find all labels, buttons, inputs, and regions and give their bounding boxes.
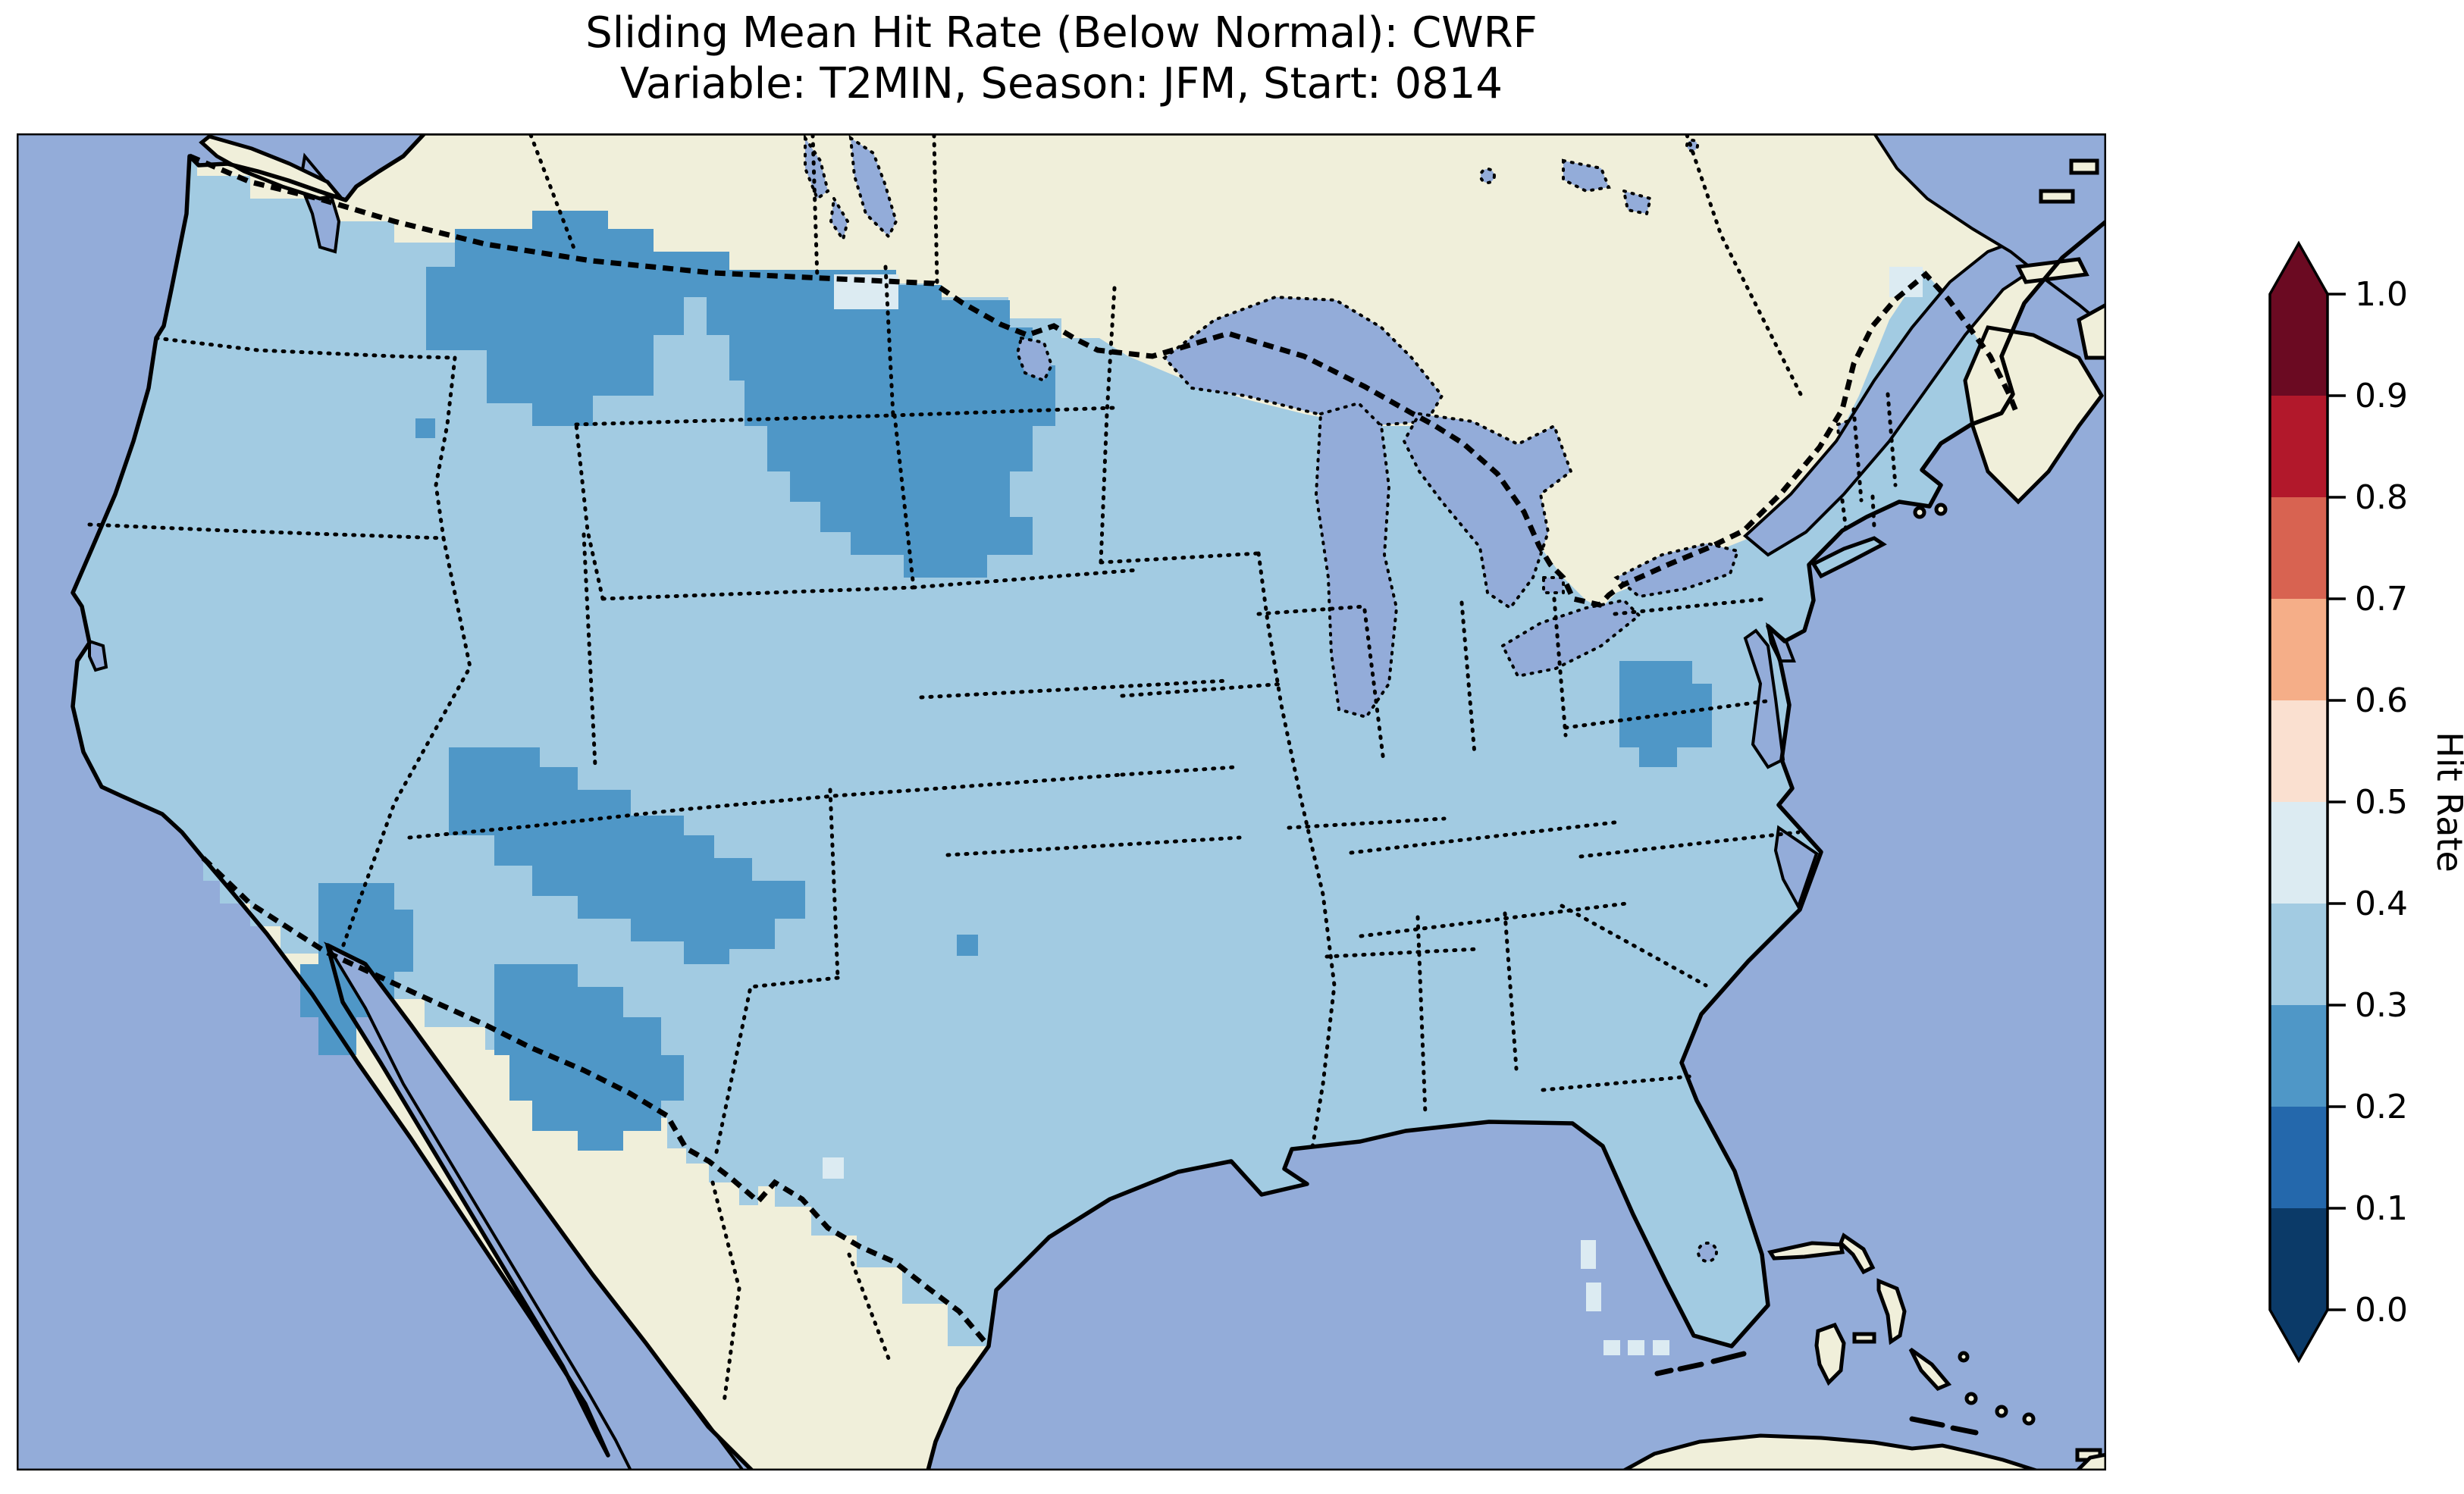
island-chains xyxy=(1654,1351,1979,1436)
colorbar-tick-labels: 1.0 0.9 0.8 0.7 0.6 0.5 0.4 0.3 0.2 0.1 … xyxy=(2355,275,2408,1330)
pale-cell-florida-coast-1 xyxy=(1581,1240,1596,1269)
small-lake-2 xyxy=(1685,139,1699,152)
pale-hit-rate-cells xyxy=(823,267,1923,1355)
pale-cell-texas xyxy=(823,1157,844,1179)
colorbar-ticks xyxy=(2328,293,2346,1311)
new-providence xyxy=(1852,1332,1876,1344)
colorbar-bin-7 xyxy=(2270,497,2328,599)
colorbar-under-arrow xyxy=(2270,1310,2328,1361)
colorbar-bin-2 xyxy=(2270,1005,2328,1107)
lake-ontario xyxy=(1613,541,1740,599)
colorbar-bin-3 xyxy=(2270,904,2328,1005)
hispaniola xyxy=(2074,1452,2106,1471)
nantucket xyxy=(1913,506,1926,519)
colorbar-bin-0 xyxy=(2270,1208,2328,1310)
colorbar-axis-label: Hit Rate xyxy=(2429,731,2464,872)
colorbar-tick-label: 0.9 xyxy=(2355,377,2408,415)
andros xyxy=(1814,1322,1846,1386)
lake-michigan xyxy=(1314,401,1399,719)
colorbar-tick-label: 0.5 xyxy=(2355,783,2408,822)
long-island xyxy=(1810,536,1887,579)
colorbar-tick-label: 1.0 xyxy=(2355,275,2408,314)
cuba xyxy=(1622,1433,2037,1471)
grand-bahama xyxy=(1766,1241,1845,1261)
cape-breton xyxy=(2077,302,2106,360)
country-borders xyxy=(188,153,2020,1348)
lake-winnipegosis xyxy=(804,133,830,202)
figure-title: Sliding Mean Hit Rate (Below Normal): CW… xyxy=(585,8,1538,58)
colorbar: 1.0 0.9 0.8 0.7 0.6 0.5 0.4 0.3 0.2 0.1 … xyxy=(2268,240,2464,1364)
patch-montana-dakotas xyxy=(707,270,1055,578)
lake-of-the-woods xyxy=(1015,336,1054,383)
patch-utah-colorado xyxy=(449,747,805,964)
lake-huron xyxy=(1402,412,1573,610)
eleuthera xyxy=(1876,1278,1907,1345)
florida-keys xyxy=(1654,1351,1747,1377)
lake-okeechobee xyxy=(1697,1242,1718,1263)
pale-cell-florida-coast-2 xyxy=(1586,1283,1601,1311)
colorbar-tick-label: 0.2 xyxy=(2355,1088,2408,1126)
pale-cell-keys-3 xyxy=(1653,1340,1669,1355)
pale-cell-keys-2 xyxy=(1628,1340,1644,1355)
colorbar-bin-1 xyxy=(2270,1107,2328,1208)
quebec-lake-2 xyxy=(1622,189,1653,216)
quebec-lake-1 xyxy=(1562,158,1611,193)
colorbar-over-arrow xyxy=(2270,243,2328,294)
small-lake-1 xyxy=(1479,168,1496,184)
san-francisco-bay xyxy=(88,639,108,672)
colorbar-bin-5 xyxy=(2270,700,2328,802)
patch-colorado-cell xyxy=(957,935,978,956)
colorbar-bin-8 xyxy=(2270,396,2328,497)
colorbar-tick-label: 0.6 xyxy=(2355,681,2408,720)
colorbar-bin-9 xyxy=(2270,294,2328,396)
lake-superior xyxy=(1162,295,1444,428)
colorbar-tick-label: 0.7 xyxy=(2355,580,2408,619)
colorbar-bin-6 xyxy=(2270,599,2328,700)
bahama-cay-1 xyxy=(1964,1392,1978,1405)
pale-cell-keys-1 xyxy=(1603,1340,1620,1355)
bahama-cay-2 xyxy=(1995,1405,2008,1418)
marthas-vineyard xyxy=(1934,503,1948,516)
map-panel xyxy=(17,133,2106,1471)
pamlico-sound xyxy=(1773,825,1819,910)
patch-new-mexico xyxy=(494,964,684,1151)
patch-idaho-cell xyxy=(415,418,435,438)
abaco xyxy=(1839,1232,1876,1275)
great-lakes xyxy=(804,133,1852,1263)
bahama-cay-3 xyxy=(2022,1412,2036,1426)
colorbar-tick-label: 0.3 xyxy=(2355,986,2408,1025)
islands xyxy=(199,134,2106,1471)
vancouver-island xyxy=(199,134,343,201)
island-nfld-1 xyxy=(2069,158,2099,175)
coastline xyxy=(71,133,2106,1471)
cat-long-island xyxy=(1908,1347,1952,1391)
colorbar-tick-label: 0.4 xyxy=(2355,885,2408,923)
lake-st-clair xyxy=(1542,576,1565,594)
island-nfld-2 xyxy=(2039,189,2075,204)
low-hit-rate-patches xyxy=(300,211,1712,1151)
us-canada-border xyxy=(188,153,2020,608)
colorbar-tick-label: 0.8 xyxy=(2355,478,2408,517)
colorbar-tick-label: 0.0 xyxy=(2355,1291,2408,1330)
lake-manitoba xyxy=(829,194,850,243)
state-borders xyxy=(87,133,1898,1405)
colorbar-bin-4 xyxy=(2270,802,2328,904)
us-mexico-border xyxy=(201,856,991,1348)
bahama-cay-4 xyxy=(1958,1351,1970,1363)
cuban-cays xyxy=(1909,1416,1979,1436)
figure-subtitle: Variable: T2MIN, Season: JFM, Start: 081… xyxy=(620,59,1503,108)
colorbar-tick-label: 0.1 xyxy=(2355,1189,2408,1228)
lake-winnipeg xyxy=(848,134,898,240)
